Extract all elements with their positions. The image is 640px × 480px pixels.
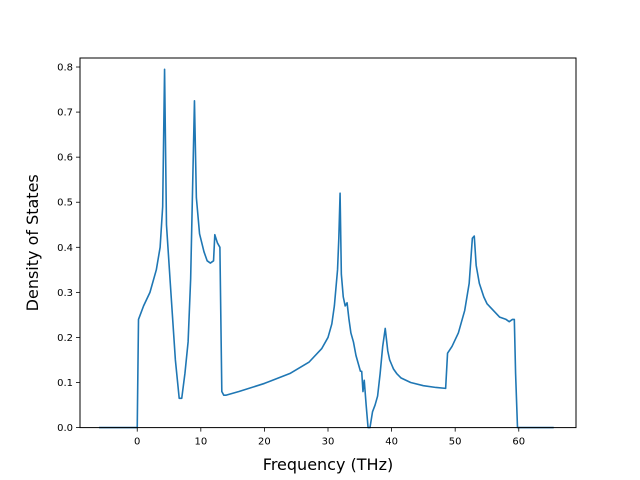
x-tick-label: 10 bbox=[194, 437, 207, 448]
y-tick-label: 0.5 bbox=[57, 198, 73, 209]
y-tick-label: 0.0 bbox=[57, 423, 73, 434]
y-tick-label: 0.3 bbox=[57, 288, 73, 299]
x-axis: 0 10 20 30 40 50 60 bbox=[134, 427, 525, 448]
x-tick-label: 50 bbox=[449, 437, 462, 448]
y-tick-label: 0.8 bbox=[57, 63, 73, 74]
x-tick-label: 20 bbox=[258, 437, 271, 448]
x-tick-label: 30 bbox=[322, 437, 335, 448]
y-tick-label: 0.7 bbox=[57, 108, 73, 119]
y-tick-label: 0.1 bbox=[57, 378, 73, 389]
y-tick-label: 0.6 bbox=[57, 153, 73, 164]
plot-area bbox=[99, 68, 554, 429]
y-tick-label: 0.4 bbox=[57, 243, 73, 254]
x-tick-label: 0 bbox=[134, 437, 140, 448]
dos-series-line-0 bbox=[99, 68, 554, 429]
x-tick-label: 40 bbox=[385, 437, 398, 448]
y-axis-label: Density of States bbox=[23, 174, 42, 311]
y-tick-label: 0.2 bbox=[57, 333, 73, 344]
x-tick-label: 60 bbox=[512, 437, 525, 448]
y-axis: 0.0 0.1 0.2 0.3 0.4 0.5 0.6 0.7 0.8 bbox=[57, 63, 80, 434]
x-axis-label: Frequency (THz) bbox=[263, 455, 393, 474]
